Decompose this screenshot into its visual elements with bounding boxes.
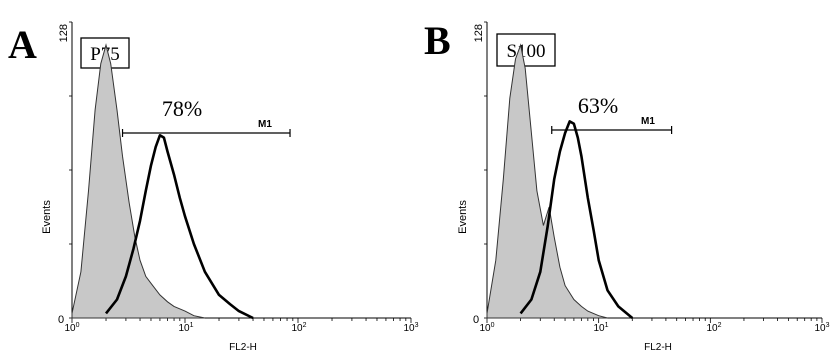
panel-b-xtick-label-2: 102 [706,322,721,334]
panel-b-letter: B [424,18,451,63]
panel-b-xtick-label-1: 101 [593,322,608,334]
panel-b-ytick-zero: 0 [473,314,479,326]
panel-b-marker-box [496,33,556,67]
panel-a-xtick-label-0: 100 [64,322,79,334]
panel-a-percent: 78% [162,96,202,121]
panel-b-plot [484,21,823,323]
series-control [486,43,608,319]
panel-b-ytick-max: 128 [473,24,485,42]
series-stained [519,120,634,320]
panel-b-gate-label: M1 [641,116,655,127]
panel-b-percent: 63% [578,93,618,118]
panel-b-x-ticks: 100 101 102 103 [479,322,829,334]
panel-b-xtick-label-3: 103 [814,322,829,334]
panel-b: B 128 S100 63% Events 0 M1 100 101 102 1… [424,18,830,352]
panel-a-xtick-label-2: 102 [291,322,306,334]
panel-a-ylabel: Events [41,200,53,234]
panel-b-marker-label: S100 [506,41,545,62]
panel-b-xtick-label-0: 100 [479,322,494,334]
panel-a-plot [69,21,412,323]
panel-a-gate-label: M1 [258,119,272,130]
panel-b-ylabel: Events [457,200,469,234]
panel-b-xlabel: FL2-H [644,342,672,352]
panel-a-xlabel: FL2-H [229,342,257,352]
panel-a-gate: M1 [121,119,291,137]
panel-a: A 128 P75 78% Events 0 M1 100 101 102 10… [8,21,419,352]
panel-a-xtick-label-3: 103 [403,322,418,334]
panel-a-ytick-max: 128 [58,24,70,42]
panel-a-xtick-label-1: 101 [178,322,193,334]
panel-a-ytick-zero: 0 [58,314,64,326]
panel-b-gate: M1 [551,116,673,134]
series-stained [104,134,254,320]
panel-a-letter: A [8,22,37,67]
panel-a-x-ticks: 100 101 102 103 [64,322,418,334]
series-control [71,43,206,319]
